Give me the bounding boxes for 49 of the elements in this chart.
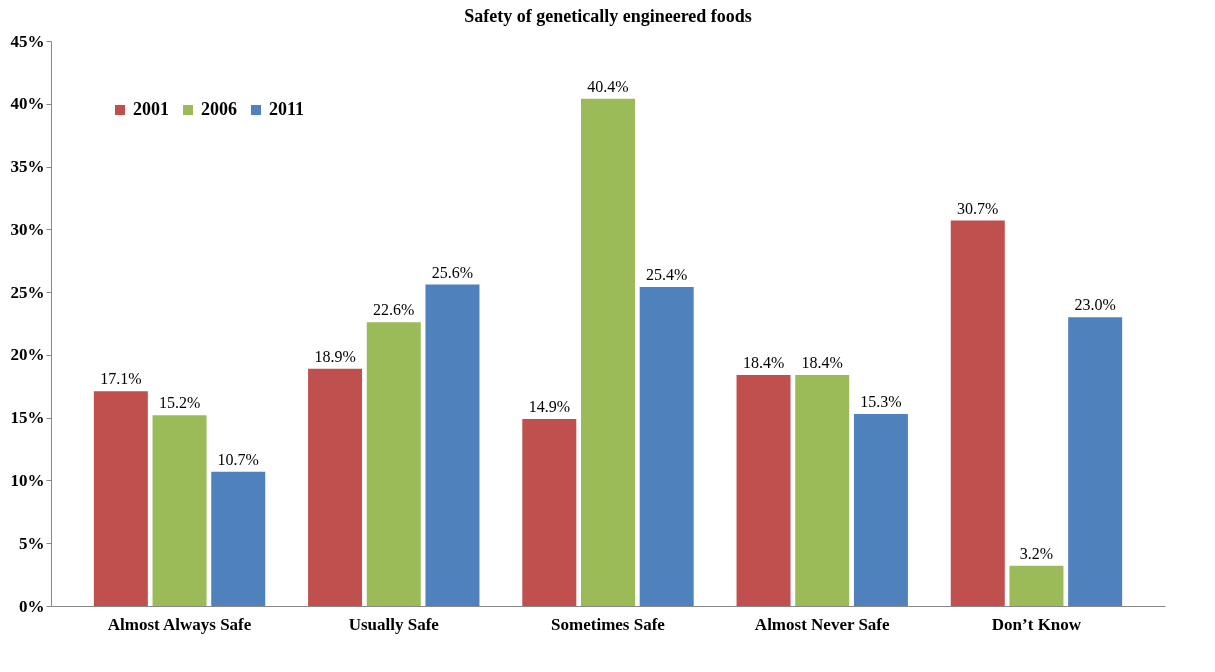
y-tick-label: 40% <box>10 94 45 114</box>
x-tick-label: Almost Never Safe <box>754 614 891 634</box>
y-tick-label: 0% <box>19 596 45 616</box>
legend-label: 2001 <box>133 99 169 119</box>
x-tick-label: Don’t Know <box>991 614 1082 634</box>
bar <box>950 220 1005 606</box>
y-tick-label: 45% <box>10 31 45 51</box>
bar <box>639 287 694 606</box>
bar <box>308 368 363 606</box>
data-label: 18.4% <box>801 353 843 371</box>
y-tick-label: 25% <box>10 282 45 302</box>
bar <box>736 374 791 606</box>
x-tick-label: Sometimes Safe <box>551 614 666 634</box>
bar <box>211 471 266 606</box>
data-label: 22.6% <box>373 301 415 319</box>
legend-label: 2006 <box>201 99 237 119</box>
y-tick-label: 20% <box>10 345 45 365</box>
bar <box>522 418 577 606</box>
data-label: 15.2% <box>158 394 201 412</box>
data-label: 25.4% <box>646 266 688 284</box>
bar <box>1009 565 1064 606</box>
y-tick-label: 35% <box>10 157 45 177</box>
bar <box>366 322 421 606</box>
data-label: 17.1% <box>100 370 142 388</box>
data-label: 25.6% <box>431 263 474 281</box>
x-tick-label: Almost Always Safe <box>107 614 252 634</box>
data-label: 15.3% <box>860 392 902 410</box>
bar <box>425 284 480 606</box>
bar <box>853 413 908 606</box>
data-label: 3.2% <box>1019 544 1054 562</box>
bar <box>795 374 850 606</box>
y-tick-label: 10% <box>10 470 45 490</box>
data-label: 14.9% <box>528 397 570 415</box>
y-tick-label: 30% <box>10 219 45 239</box>
bar <box>1068 317 1123 606</box>
data-label: 10.7% <box>217 450 259 468</box>
data-label: 23.0% <box>1074 296 1116 314</box>
y-tick-label: 5% <box>19 533 45 553</box>
legend-label: 2011 <box>269 99 305 119</box>
data-label: 40.4% <box>587 77 629 95</box>
chart-title: Safety of genetically engineered foods <box>464 6 752 26</box>
data-label: 18.4% <box>742 353 785 371</box>
data-label: 30.7% <box>957 199 999 217</box>
bar <box>581 98 635 606</box>
data-label: 18.9% <box>314 347 356 365</box>
x-tick-label: Usually Safe <box>348 614 440 634</box>
bar <box>93 391 148 606</box>
bar <box>152 415 207 606</box>
y-tick-label: 15% <box>10 408 45 428</box>
